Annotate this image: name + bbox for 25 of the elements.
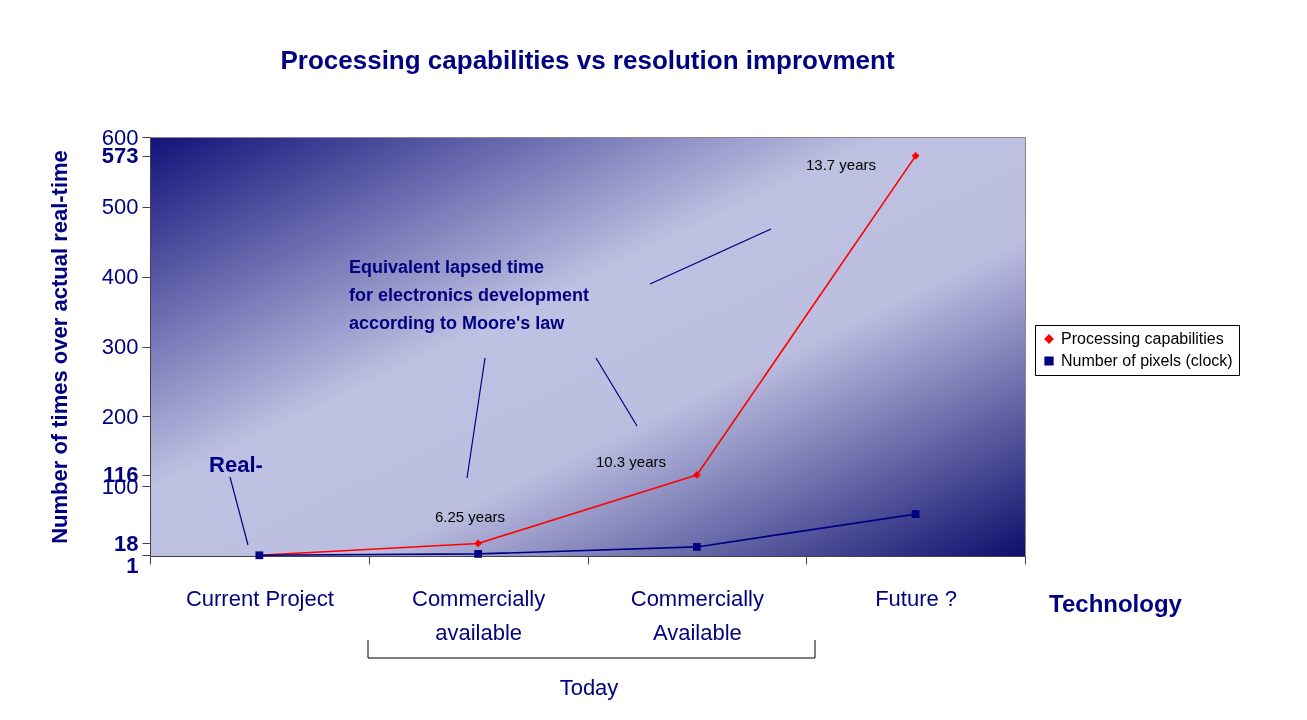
x-tick-label: Current Project — [185, 585, 334, 611]
text: Today — [559, 675, 619, 700]
point — [911, 151, 920, 160]
annotation: 13.7 years — [805, 156, 877, 173]
point — [693, 471, 701, 479]
point — [693, 543, 701, 551]
chart-title: Processing capabilities vs resolution improvment — [280, 45, 895, 75]
annotation: Equivalent lapsed time for electronics development according to Moore's law — [349, 257, 590, 333]
y-tick-label: 500 — [101, 194, 139, 220]
x-tick-label: Future ? — [875, 585, 958, 611]
point — [474, 539, 482, 548]
y-tick-label: 200 — [101, 403, 139, 429]
legend-label: Number of pixels (clock) — [1061, 352, 1233, 369]
point — [474, 550, 482, 558]
y-axis-title: Number of times over actual real-time — [46, 150, 72, 544]
annotation: Real- — [209, 452, 263, 477]
x-tick-label: Commercially Available — [630, 585, 764, 645]
y-tick-label: 400 — [101, 264, 139, 290]
point — [911, 510, 920, 518]
annotation: 6.25 years — [434, 508, 506, 525]
legend-label: Processing capabilities — [1061, 330, 1224, 347]
x-axis-title: Technology — [1049, 589, 1183, 617]
annotation: 10.3 years — [595, 453, 667, 470]
y-tick-label: 300 — [101, 334, 139, 359]
x-tick-label: Commercially available — [412, 585, 546, 645]
